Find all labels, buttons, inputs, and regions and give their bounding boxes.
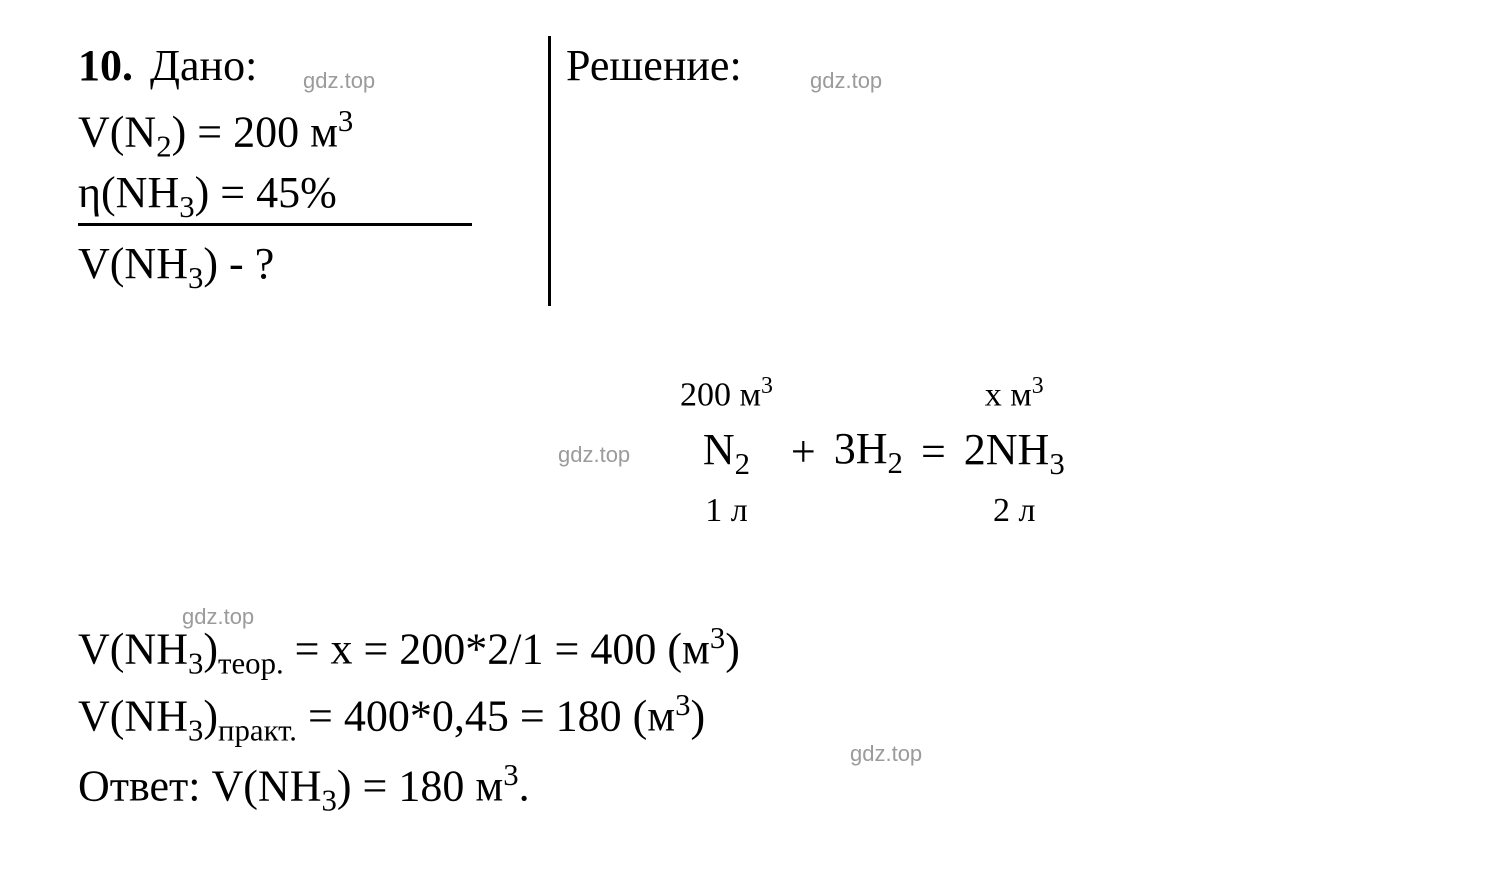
equation-term-formula: N2: [703, 420, 750, 485]
solution-line-2: V(NH3)практ. = 400*0,45 = 180 (м3): [78, 685, 705, 752]
equation-term: x м32NH32 л: [964, 370, 1065, 533]
equation-term-formula: 3H2: [834, 419, 903, 484]
watermark-text: gdz.top: [850, 739, 922, 769]
given-line-2: η(NH3) = 45%: [78, 163, 337, 228]
equation-term-below: 2 л: [993, 488, 1035, 534]
page: 10. Дано: Решение: V(N2) = 200 м3 η(NH3)…: [0, 0, 1506, 894]
problem-number: 10.: [78, 36, 133, 95]
equation-operator: +: [791, 422, 816, 481]
equation-term-above: x м3: [985, 370, 1044, 418]
equation-term-below: 1 л: [705, 488, 747, 534]
equation-term-above: 200 м3: [680, 370, 773, 418]
given-line-1: V(N2) = 200 м3: [78, 101, 353, 168]
equation-term-formula: 2NH3: [964, 420, 1065, 485]
equation-operator: =: [921, 422, 946, 481]
equation-term-below: [864, 486, 873, 532]
watermark-text: gdz.top: [810, 66, 882, 96]
equation-term: 3H2: [834, 371, 903, 532]
equation-term: 200 м3N21 л: [680, 370, 773, 533]
solution-line-1: V(NH3)теор. = x = 200*2/1 = 400 (м3): [78, 618, 740, 685]
answer-line: Ответ: V(NH3) = 180 м3.: [78, 755, 530, 822]
chemical-equation: 200 м3N21 л + 3H2 = x м32NH32 л: [680, 370, 1065, 533]
vertical-divider: [548, 36, 551, 306]
equation-term-above: [864, 371, 873, 417]
watermark-text: gdz.top: [303, 66, 375, 96]
given-label: Дано:: [150, 36, 257, 95]
given-find: V(NH3) - ?: [78, 234, 274, 299]
solution-label: Решение:: [566, 36, 742, 95]
horizontal-divider: [78, 223, 472, 226]
watermark-text: gdz.top: [558, 440, 630, 470]
